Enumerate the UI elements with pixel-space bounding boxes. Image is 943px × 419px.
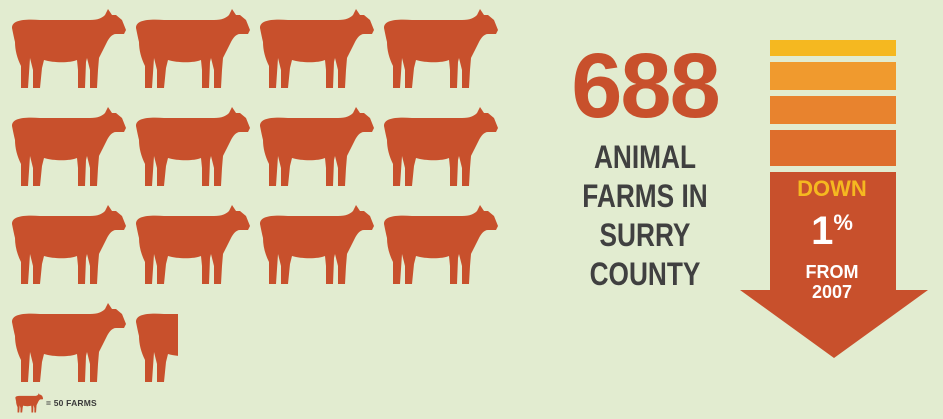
change-value: 1%: [772, 201, 892, 253]
legend-label: = 50 FARMS: [46, 398, 97, 408]
cow-icon: [134, 302, 178, 384]
arrow-bar: [770, 96, 896, 124]
arrow-bar: [770, 62, 896, 90]
headline-line: COUNTY: [589, 256, 701, 292]
headline-description: ANIMAL FARMS IN SURRY COUNTY: [543, 138, 748, 294]
cow-icon: [10, 8, 126, 90]
from-label: FROM: [805, 262, 859, 282]
cow-icon: [14, 393, 44, 413]
cow-icon: [382, 106, 498, 188]
headline-stat: 688 ANIMAL FARMS IN SURRY COUNTY: [520, 40, 770, 294]
cow-icon: [10, 106, 126, 188]
cow-icon: [258, 204, 374, 286]
cow-icon: [258, 8, 374, 90]
cow-icon: [134, 204, 250, 286]
change-unit: %: [833, 210, 853, 235]
from-year: 2007: [811, 282, 853, 302]
cow-icon: [382, 8, 498, 90]
down-arrow-icon: [740, 40, 928, 358]
headline-line: ANIMAL: [593, 139, 697, 175]
cow-icon: [258, 106, 374, 188]
arrow-body: [740, 172, 928, 358]
headline-line: FARMS IN: [582, 178, 708, 214]
headline-line: SURRY: [599, 217, 691, 253]
farm-count: 688: [571, 35, 721, 137]
change-direction: DOWN: [797, 176, 867, 201]
arrow-bar: [770, 130, 896, 166]
arrow-bar: [770, 40, 896, 56]
cow-icon: [134, 106, 250, 188]
legend: = 50 FARMS: [14, 393, 97, 413]
change-from: FROM 2007: [772, 262, 892, 302]
change-number: 1: [811, 209, 834, 253]
cow-icon: [134, 8, 250, 90]
cow-pictograph: [0, 0, 520, 419]
cow-icon: [10, 204, 126, 286]
cow-icon: [382, 204, 498, 286]
cow-icon: [10, 302, 126, 384]
